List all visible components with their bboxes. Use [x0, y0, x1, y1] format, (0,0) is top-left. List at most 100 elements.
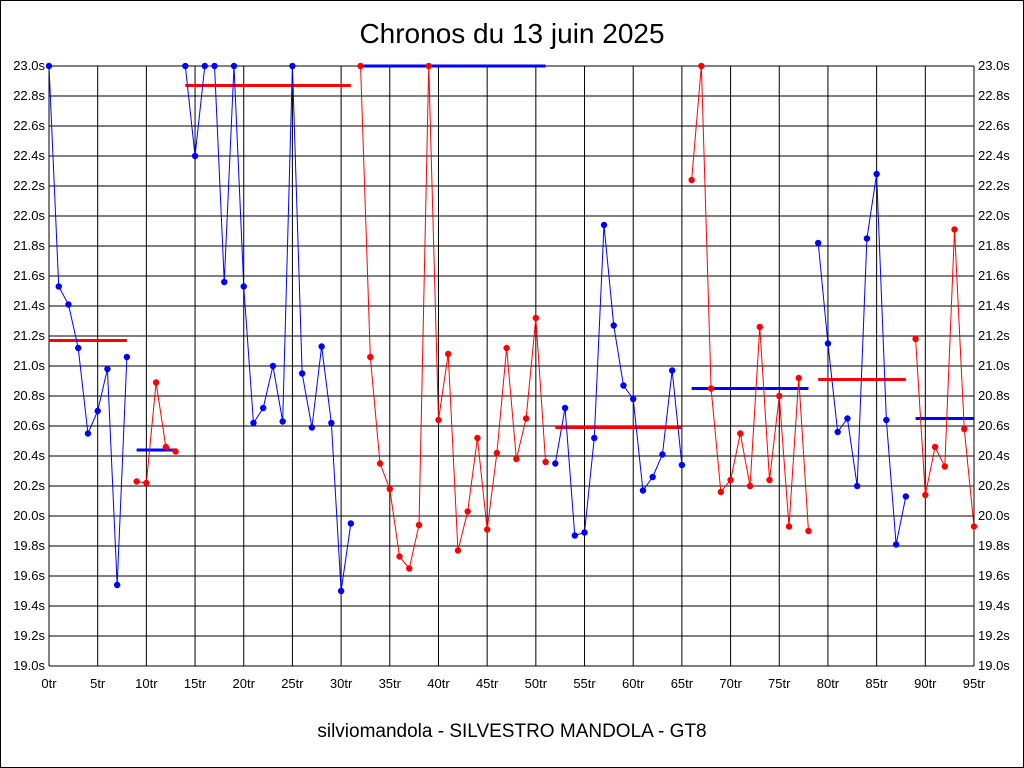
data-point: [152, 379, 160, 386]
data-point: [94, 407, 101, 415]
data-point: [970, 523, 978, 530]
data-point: [269, 362, 277, 370]
data-point: [561, 404, 569, 412]
y-tick-label-right: 20.0s: [978, 508, 1010, 523]
x-tick-label: 30tr: [330, 676, 353, 691]
y-tick-label-right: 21.0s: [978, 358, 1010, 373]
y-tick-label-right: 22.8s: [978, 88, 1010, 103]
data-point: [298, 370, 306, 377]
data-point: [113, 581, 121, 589]
y-tick-label-left: 21.8s: [13, 238, 45, 253]
data-point: [873, 170, 880, 178]
series-line: [184, 65, 352, 592]
chart-caption: silviomandola - SILVESTRO MANDOLA - GT8: [317, 721, 707, 742]
y-tick-label-left: 19.4s: [13, 598, 45, 613]
data-point: [162, 443, 170, 451]
data-point: [922, 491, 929, 499]
data-point: [892, 541, 900, 548]
data-point: [65, 301, 72, 308]
y-tick-label-right: 22.0s: [978, 208, 1010, 223]
y-tick-label-left: 23.0s: [13, 58, 45, 73]
x-tick-label: 20tr: [233, 676, 256, 691]
data-point: [493, 449, 501, 457]
data-point: [737, 430, 744, 437]
data-point: [844, 415, 851, 422]
data-point: [250, 419, 257, 427]
data-point: [805, 527, 812, 535]
x-tick-label: 10tr: [135, 676, 158, 691]
average-lines: [49, 64, 974, 452]
x-tick-label: 15tr: [184, 676, 207, 691]
y-tick-label-left: 19.2s: [13, 628, 45, 643]
data-point: [415, 521, 423, 529]
data-point: [45, 62, 53, 70]
series-line: [360, 65, 547, 570]
data-point: [328, 419, 335, 427]
data-point: [834, 428, 841, 436]
data-point: [435, 416, 442, 424]
y-tick-label-left: 20.0s: [13, 508, 45, 523]
data-point: [454, 547, 462, 554]
data-point: [785, 523, 793, 530]
data-point: [513, 455, 520, 463]
data-point: [581, 529, 588, 536]
data-point: [688, 176, 695, 184]
y-tick-label-right: 21.4s: [978, 298, 1010, 313]
data-point: [289, 62, 296, 70]
data-point: [376, 460, 384, 467]
y-tick-label-right: 21.6s: [978, 268, 1010, 283]
data-point: [357, 62, 364, 70]
data-point: [600, 221, 608, 229]
data-point: [279, 418, 286, 425]
data-point: [746, 482, 754, 490]
y-tick-label-left: 19.0s: [13, 658, 45, 673]
y-tick-label-right: 20.8s: [978, 388, 1010, 403]
data-point: [425, 62, 432, 70]
y-tick-label-right: 22.2s: [978, 178, 1010, 193]
data-point: [133, 478, 140, 485]
data-point: [610, 322, 617, 329]
x-tick-label: 85tr: [865, 676, 888, 691]
y-tick-label-left: 22.2s: [13, 178, 45, 193]
y-tick-label-right: 20.2s: [978, 478, 1010, 493]
data-point: [474, 434, 481, 442]
data-point: [104, 365, 111, 373]
data-point: [55, 283, 62, 290]
data-point: [503, 344, 510, 352]
data-point: [951, 226, 958, 233]
y-tick-label-left: 20.6s: [13, 418, 45, 433]
series-layer: [45, 62, 978, 595]
data-point: [766, 476, 773, 484]
data-point: [396, 553, 403, 560]
y-tick-label-right: 23.0s: [978, 58, 1010, 73]
x-tick-label: 40tr: [427, 676, 450, 691]
y-tick-label-right: 19.2s: [978, 628, 1010, 643]
series-line: [691, 65, 809, 532]
x-tick-label: 35tr: [379, 676, 402, 691]
y-tick-label-right: 19.6s: [978, 568, 1010, 583]
data-point: [639, 487, 647, 494]
data-point: [824, 340, 832, 347]
x-tick-label: 75tr: [768, 676, 791, 691]
data-point: [75, 344, 82, 352]
chart-title: Chronos du 13 juin 2025: [359, 18, 665, 49]
x-tick-label: 90tr: [914, 676, 937, 691]
data-point: [620, 382, 627, 389]
y-tick-label-right: 20.6s: [978, 418, 1010, 433]
data-point: [853, 482, 861, 490]
data-point: [240, 283, 247, 290]
y-tick-label-left: 19.8s: [13, 538, 45, 553]
x-tick-label: 80tr: [817, 676, 840, 691]
series-line: [915, 229, 975, 527]
data-point: [591, 434, 598, 442]
data-point: [659, 451, 666, 458]
y-tick-label-right: 19.0s: [978, 658, 1010, 673]
data-point: [123, 353, 131, 361]
data-point: [649, 473, 656, 481]
x-tick-label: 5tr: [90, 676, 106, 691]
y-tick-label-left: 21.6s: [13, 268, 45, 283]
data-point: [707, 385, 715, 392]
y-tick-label-right: 21.8s: [978, 238, 1010, 253]
y-tick-label-left: 20.2s: [13, 478, 45, 493]
